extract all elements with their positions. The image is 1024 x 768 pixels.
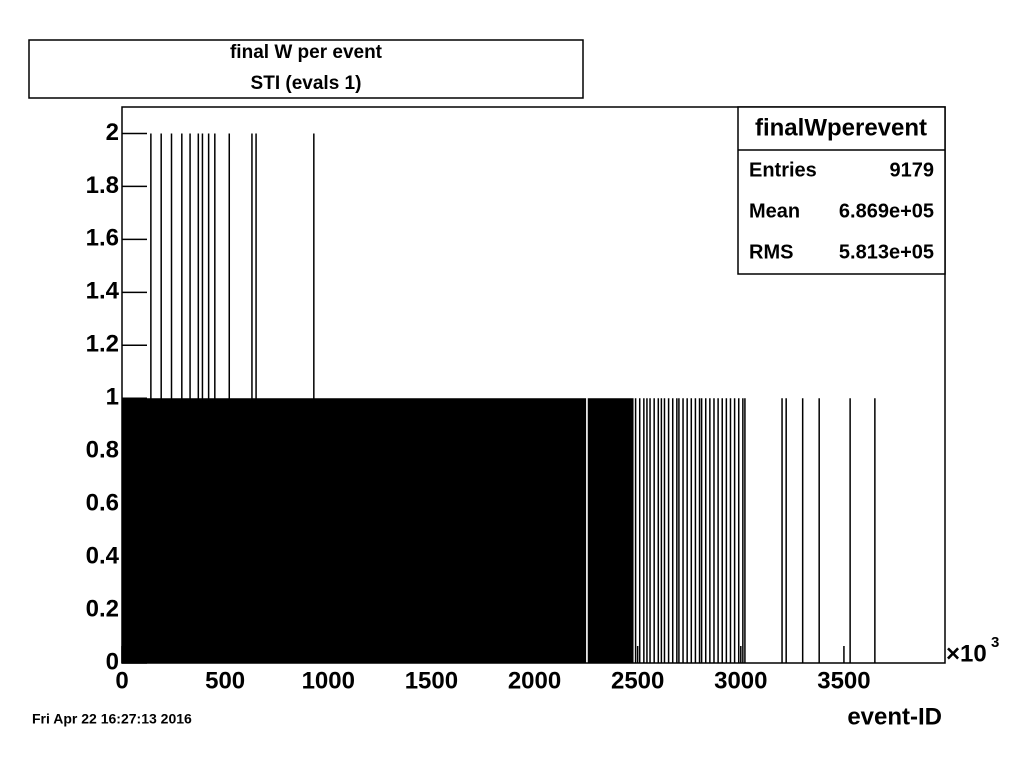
stats-frame <box>737 106 946 275</box>
plot-frame <box>121 106 946 664</box>
date-label: Fri Apr 22 16:27:13 2016 <box>32 711 192 727</box>
x-tick-label: 0 <box>115 667 128 694</box>
y-tick-label: 0.6 <box>86 489 119 516</box>
x-scale-exponent: 3 <box>991 634 999 651</box>
stats-value: 5.813e+05 <box>839 241 934 263</box>
y-tick-label: 1.6 <box>86 225 119 252</box>
stats-title: finalWperevent <box>755 114 927 141</box>
stats-box: finalWperevent Entries 9179 Mean 6.869e+05 R… <box>737 106 946 275</box>
y-tick-label: 1.8 <box>86 172 119 199</box>
x-tick-label: 3500 <box>817 667 870 694</box>
x-tick-label: 1500 <box>405 667 458 694</box>
x-scale-base: ×10 <box>946 640 987 667</box>
stats-label: Entries <box>749 159 817 181</box>
y-tick-label: 1 <box>106 384 119 411</box>
histogram-bar <box>122 398 587 663</box>
data-layer <box>122 133 876 663</box>
y-tick-label: 0.4 <box>86 542 120 569</box>
y-tick-label: 1.4 <box>86 278 120 305</box>
stats-value: 9179 <box>890 159 935 181</box>
x-tick-label: 3000 <box>714 667 767 694</box>
stats-label: RMS <box>749 241 793 263</box>
y-tick-label: 2 <box>106 119 119 146</box>
x-tick-label: 500 <box>205 667 245 694</box>
x-tick-label: 2000 <box>508 667 561 694</box>
chart-title: final W per event <box>230 42 383 63</box>
stats-value: 6.869e+05 <box>839 200 934 222</box>
chart-subtitle: STI (evals 1) <box>251 73 362 94</box>
x-tick-label: 2500 <box>611 667 664 694</box>
histogram-bar <box>587 398 634 663</box>
x-tick-label: 1000 <box>302 667 355 694</box>
y-tick-label: 0.8 <box>86 437 119 464</box>
title-box <box>28 39 584 99</box>
stats-label: Mean <box>749 200 800 222</box>
x-axis-label: event-ID <box>847 703 942 730</box>
y-tick-label: 0.2 <box>86 595 119 622</box>
y-tick-label: 0 <box>106 648 119 675</box>
y-tick-label: 1.2 <box>86 331 119 358</box>
